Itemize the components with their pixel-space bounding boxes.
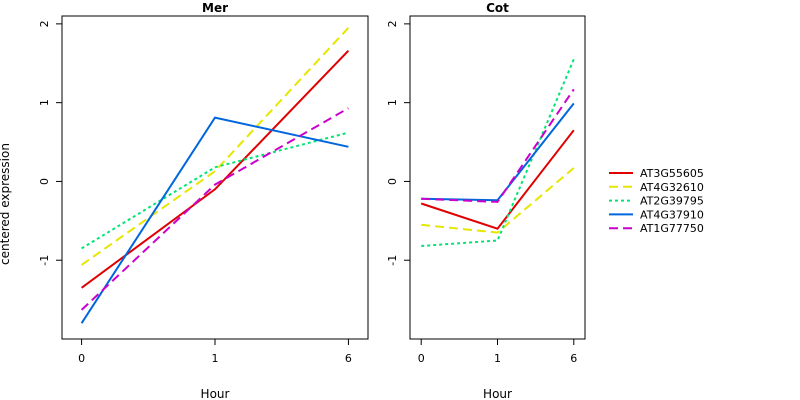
legend: AT3G55605AT4G32610AT2G39795AT4G37910AT1G… [609,167,704,235]
panel-title: Cot [486,1,509,15]
x-tick-label: 1 [494,352,501,365]
y-tick-label: -1 [386,255,399,266]
series-line-at4g32610 [421,167,575,234]
series-line-at3g55605 [420,129,575,230]
y-tick-label: 2 [38,20,51,27]
legend-label: AT4G37910 [640,208,704,221]
x-tick-label: 0 [418,352,425,365]
panel-cot: Cot -1 0 1 2 0 1 6 Hour [386,1,586,400]
series-line-at2g39795 [421,58,575,247]
series-line-at3g55605 [81,50,350,289]
legend-label: AT2G39795 [640,195,704,208]
legend-label: AT4G32610 [640,181,704,194]
series-line-at4g37910 [80,116,349,324]
panel-mer: Mer -1 0 1 2 0 1 6 Hour [38,1,369,400]
plot-frame [409,15,586,340]
x-axis-label: Hour [483,387,512,400]
plot-frame [61,15,369,340]
x-tick-label: 6 [345,352,352,365]
y-tick-label: 0 [386,178,399,185]
x-tick-label: 1 [212,352,219,365]
y-axis-label: centered expression [0,143,12,265]
x-tick-label: 0 [78,352,85,365]
panel-title: Mer [202,1,228,15]
series-line-at1g77750 [80,107,349,311]
y-tick-label: 2 [386,20,399,27]
chart-panels: Mer -1 0 1 2 0 1 6 Hour Cot -1 0 1 2 0 1 6 Hour [38,1,586,400]
y-tick-label: 0 [38,178,51,185]
legend-label: AT1G77750 [640,222,704,235]
y-tick-label: 1 [38,99,51,106]
legend-label: AT3G55605 [640,167,704,180]
series-line-at4g37910 [421,102,575,202]
series-line-at4g32610 [81,27,350,266]
x-axis-label: Hour [201,387,230,400]
x-tick-label: 6 [570,352,577,365]
series-line-at1g77750 [421,88,575,203]
series-line-at2g39795 [81,131,349,250]
y-tick-label: 1 [386,99,399,106]
y-tick-label: -1 [38,255,51,266]
